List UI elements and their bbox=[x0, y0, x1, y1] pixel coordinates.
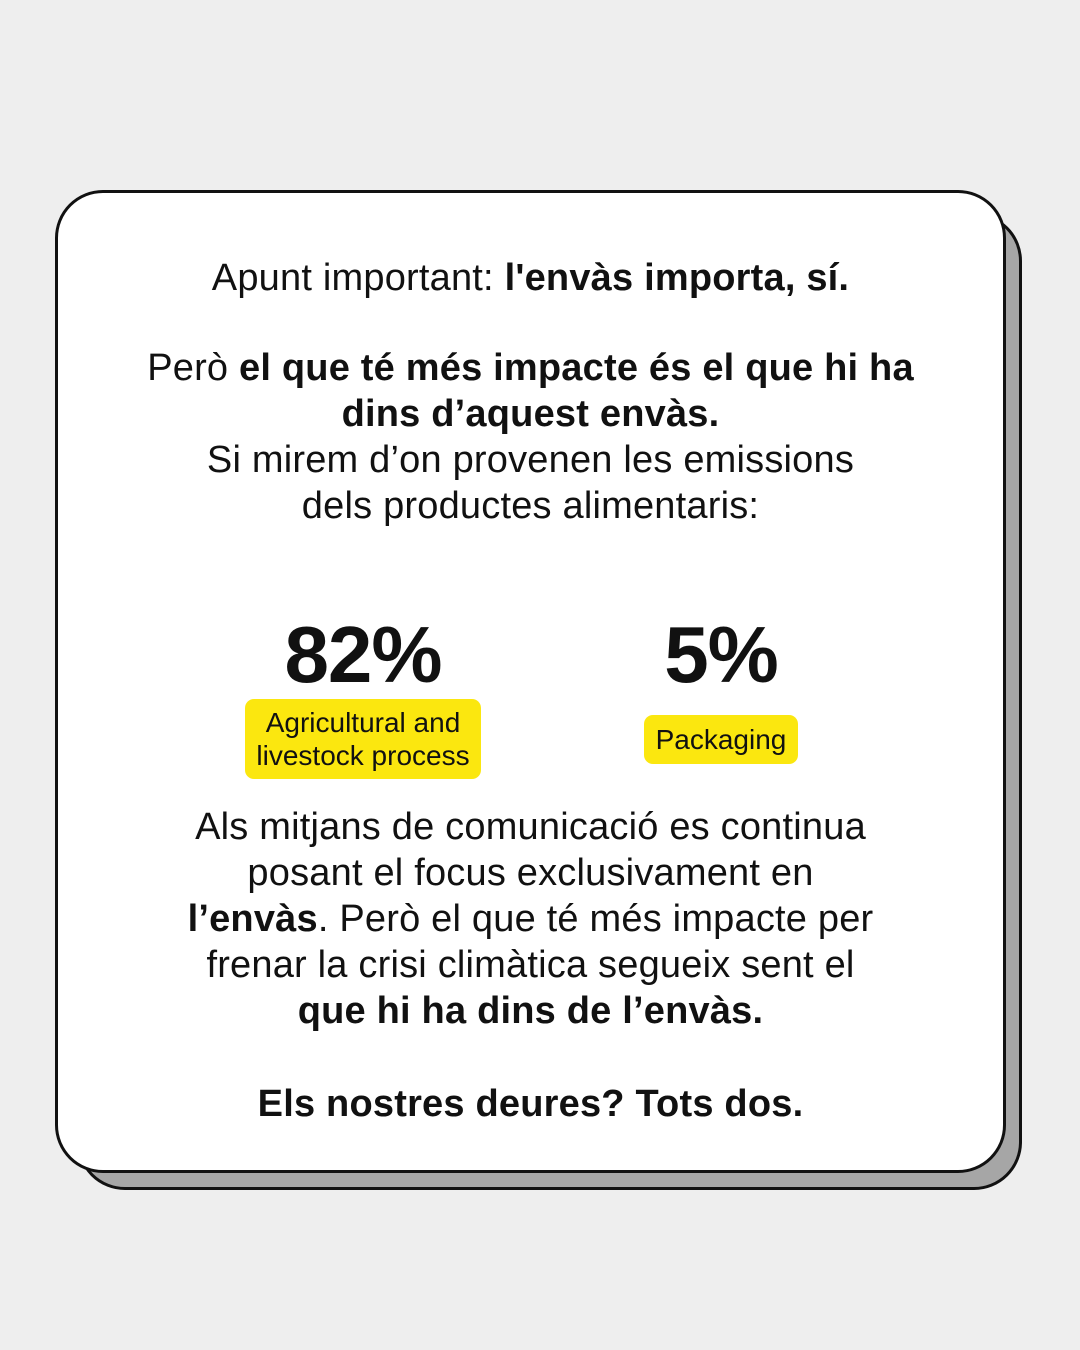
second-rest-line2: dels productes alimentaris: bbox=[301, 485, 760, 527]
stat-value-agricultural: 82% bbox=[284, 610, 442, 699]
stat-value-packaging: 5% bbox=[664, 610, 779, 699]
third-line1: Als mitjans de comunicació es continua bbox=[195, 806, 866, 848]
third-line4: frenar la crisi climàtica segueix sent e… bbox=[206, 944, 855, 986]
stat-badge-packaging: Packaging bbox=[643, 715, 799, 764]
stat-packaging: 5% Packaging bbox=[634, 615, 808, 764]
second-lead: Però bbox=[147, 347, 240, 389]
closing-line: Els nostres deures? Tots dos. bbox=[257, 1083, 804, 1125]
intro-bold: l'envàs importa, sí. bbox=[504, 257, 850, 299]
third-bold2: que hi ha dins de l’envàs. bbox=[297, 990, 764, 1032]
third-line3-rest: . Però el que té més impacte per bbox=[317, 898, 874, 940]
stat-badge-agricultural: Agricultural and livestock process bbox=[245, 699, 481, 779]
stat-label-agricultural-line2: livestock process bbox=[256, 740, 470, 771]
third-line2: posant el focus exclusivament en bbox=[247, 852, 814, 894]
intro-lead: Apunt important: bbox=[211, 257, 505, 299]
third-bold1: l’envàs bbox=[187, 898, 318, 940]
second-paragraph: Però el que té més impacte és el que hi … bbox=[58, 345, 1003, 529]
intro-paragraph: Apunt important: l'envàs importa, sí. bbox=[58, 255, 1003, 301]
stat-label-packaging: Packaging bbox=[655, 724, 787, 755]
stat-agricultural: 82% Agricultural and livestock process bbox=[230, 615, 496, 779]
third-paragraph: Als mitjans de comunicació es continua p… bbox=[58, 804, 1003, 1034]
second-rest-line1: Si mirem d’on provenen les emissions bbox=[206, 439, 855, 481]
info-card: Apunt important: l'envàs importa, sí. Pe… bbox=[55, 190, 1006, 1173]
second-bold: el que té més impacte és el que hi ha di… bbox=[239, 347, 914, 435]
stat-label-agricultural-line1: Agricultural and bbox=[265, 707, 461, 738]
